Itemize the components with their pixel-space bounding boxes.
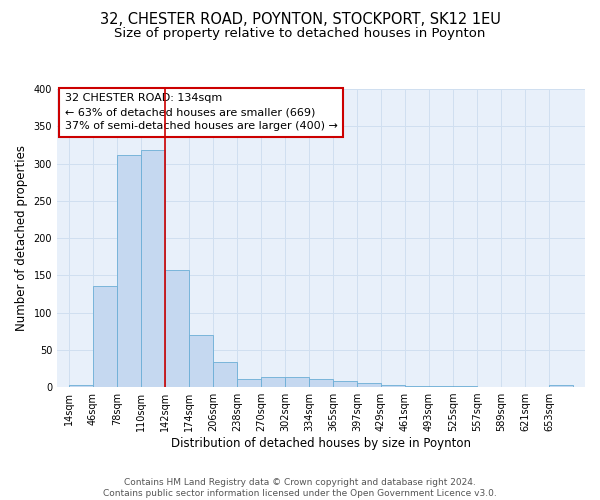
Bar (237, 379, 261, 387)
Bar (549, 385, 573, 387)
Bar (213, 362, 237, 387)
Text: Contains HM Land Registry data © Crown copyright and database right 2024.
Contai: Contains HM Land Registry data © Crown c… (103, 478, 497, 498)
Bar (357, 384, 381, 387)
Y-axis label: Number of detached properties: Number of detached properties (15, 145, 28, 331)
Bar (93, 286, 117, 387)
Bar (405, 386, 429, 387)
Bar (453, 386, 477, 387)
Text: Size of property relative to detached houses in Poynton: Size of property relative to detached ho… (115, 28, 485, 40)
Bar (117, 156, 141, 387)
Bar (285, 376, 309, 387)
Bar (381, 385, 405, 387)
Text: 32 CHESTER ROAD: 134sqm
← 63% of detached houses are smaller (669)
37% of semi-d: 32 CHESTER ROAD: 134sqm ← 63% of detache… (65, 94, 338, 132)
Bar (333, 381, 357, 387)
Bar (69, 385, 93, 387)
Bar (429, 386, 453, 387)
Bar (165, 270, 189, 387)
Bar (309, 379, 333, 387)
Bar (141, 150, 165, 387)
Bar (261, 376, 285, 387)
X-axis label: Distribution of detached houses by size in Poynton: Distribution of detached houses by size … (171, 437, 471, 450)
Text: 32, CHESTER ROAD, POYNTON, STOCKPORT, SK12 1EU: 32, CHESTER ROAD, POYNTON, STOCKPORT, SK… (100, 12, 500, 28)
Bar (189, 335, 213, 387)
